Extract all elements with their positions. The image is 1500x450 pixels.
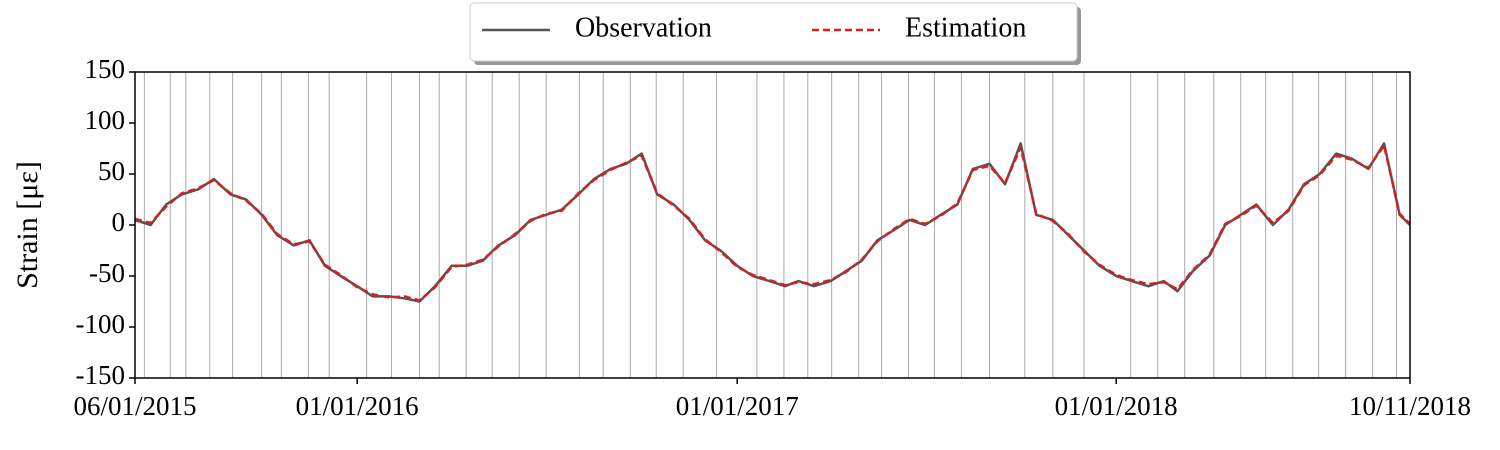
y-tick-label: -50 <box>89 258 125 288</box>
y-tick-label: 50 <box>98 156 125 186</box>
plot-frame <box>134 71 1411 379</box>
y-axis-label: Strain [με] <box>11 161 44 289</box>
y-tick-label: -150 <box>76 360 126 390</box>
series-line <box>134 142 1411 303</box>
legend-box <box>469 2 1078 62</box>
y-tick-label: -100 <box>76 309 126 339</box>
x-tick-label: 10/11/2018 <box>1349 391 1471 421</box>
series-line <box>134 144 1411 302</box>
x-tick-label: 06/01/2015 <box>73 391 196 421</box>
y-tick-label: 100 <box>85 105 126 135</box>
x-tick-label: 01/01/2018 <box>1055 391 1178 421</box>
legend-label: Observation <box>575 12 712 43</box>
x-tick-label: 01/01/2017 <box>676 391 799 421</box>
x-tick-label: 01/01/2016 <box>296 391 419 421</box>
y-tick-label: 0 <box>112 207 126 237</box>
legend-label: Estimation <box>905 12 1026 43</box>
legend: Observation Estimation <box>469 2 1081 65</box>
y-tick-label: 150 <box>85 54 126 84</box>
